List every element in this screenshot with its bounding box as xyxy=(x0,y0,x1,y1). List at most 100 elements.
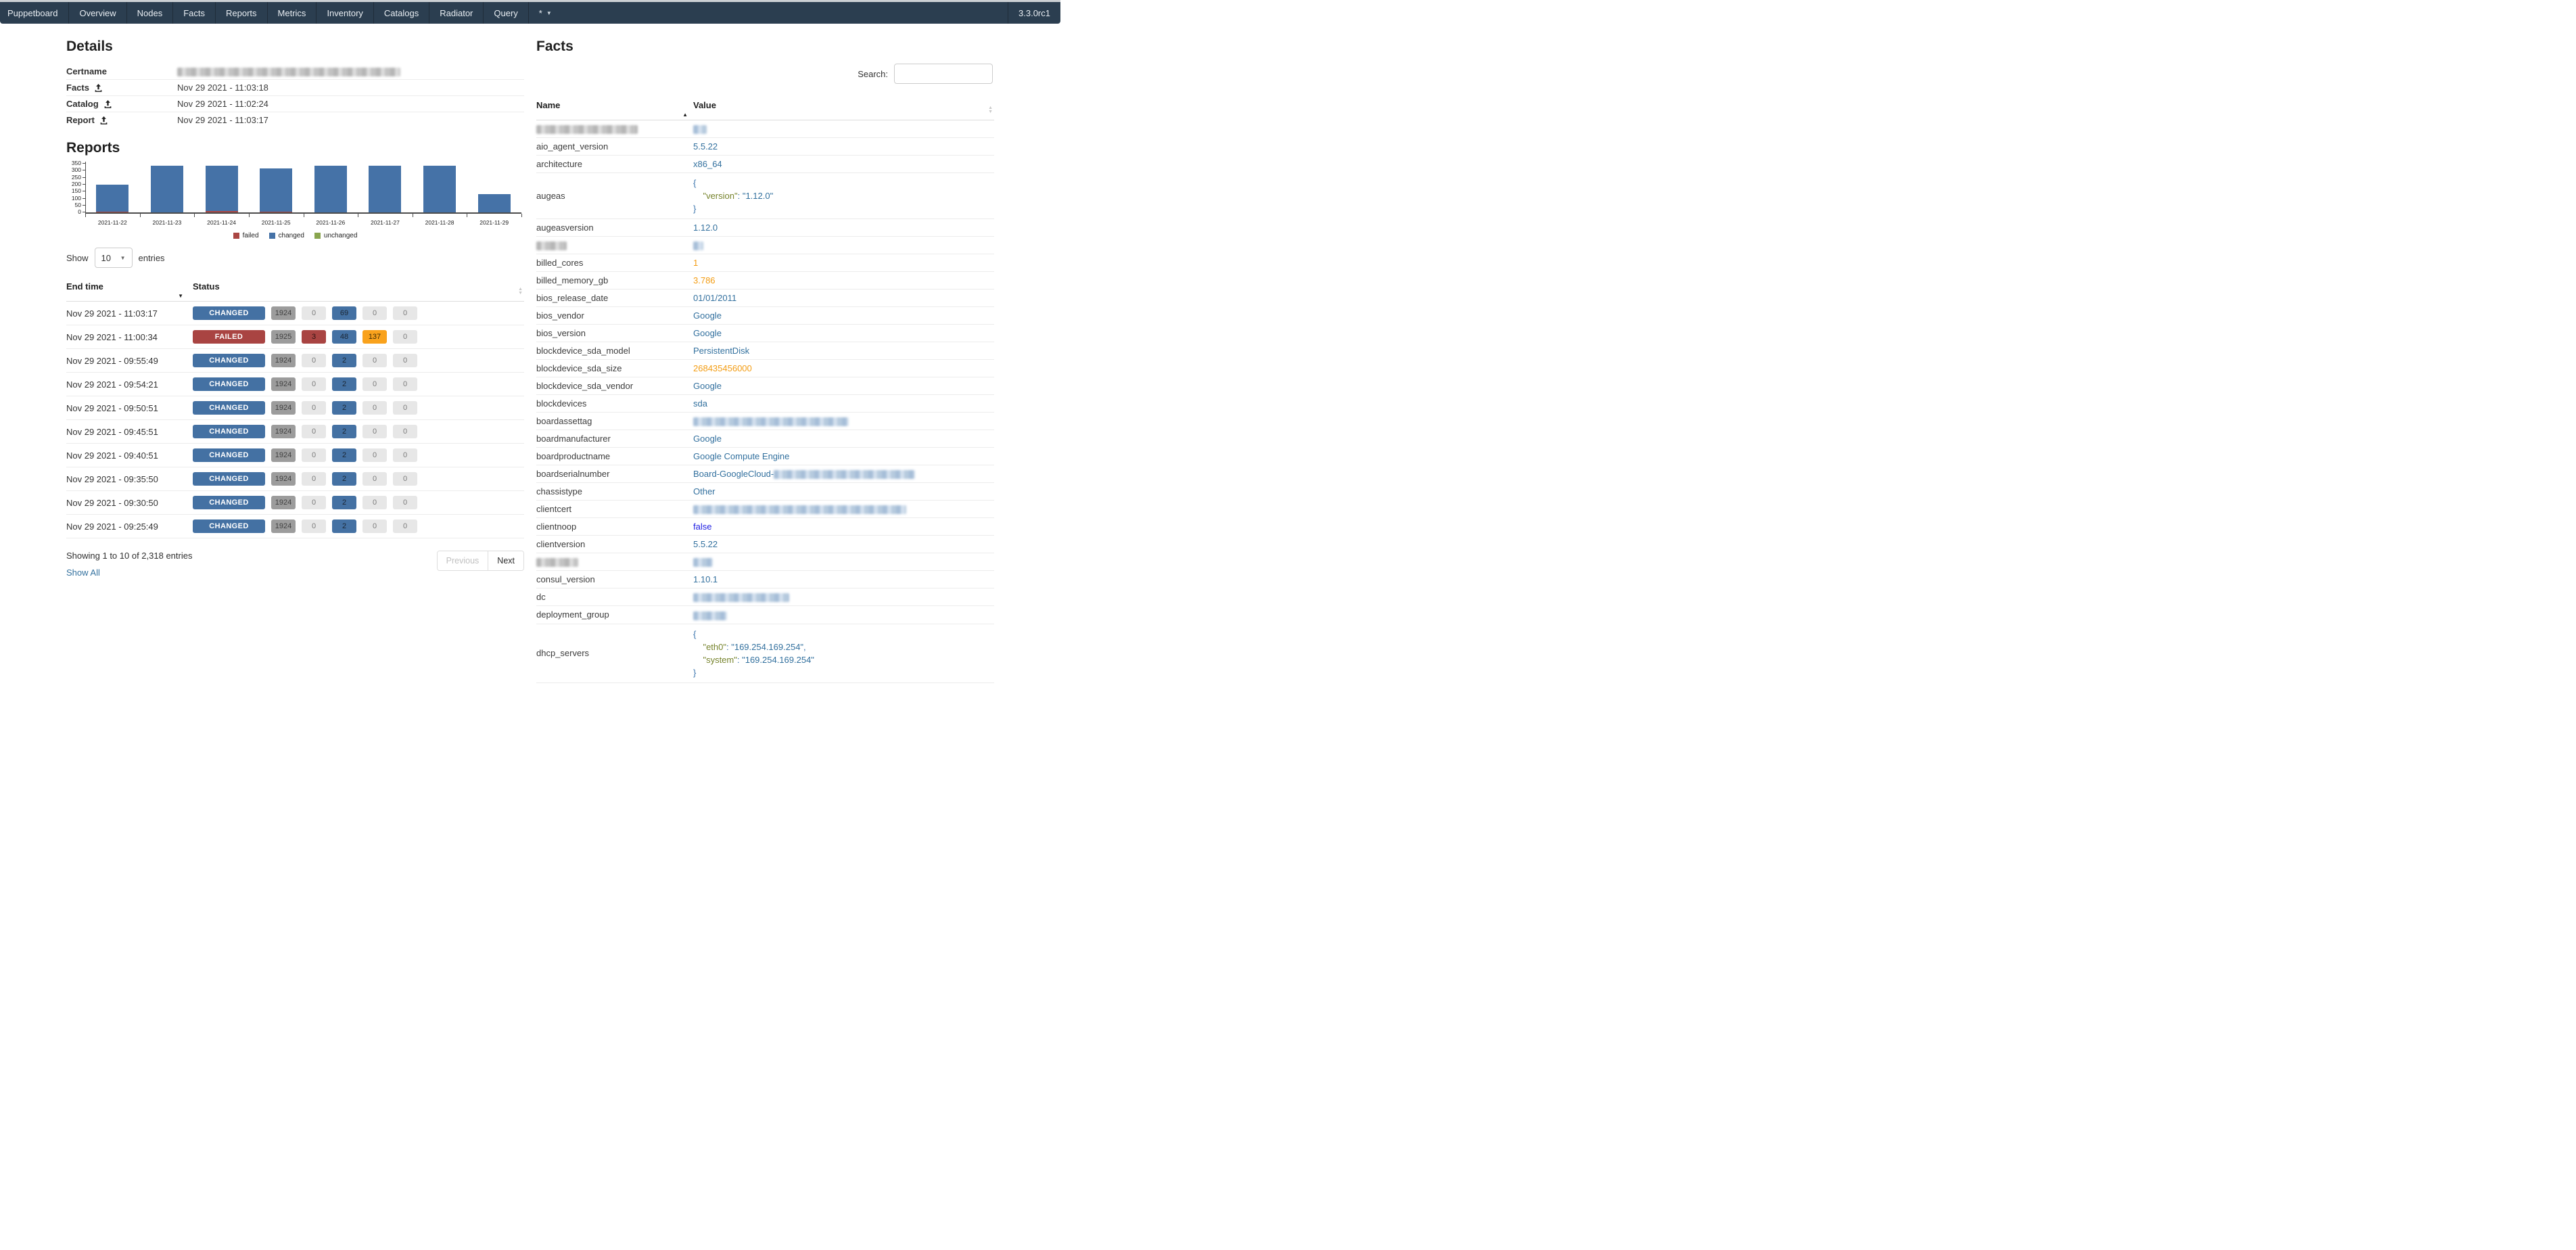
nav-item-inventory[interactable]: Inventory xyxy=(316,2,373,24)
certname-redacted xyxy=(177,68,400,77)
fact-value-redacted[interactable] xyxy=(693,611,727,620)
chart-bar-segment-changed xyxy=(205,165,238,211)
fact-row: blockdevice_sda_model PersistentDisk xyxy=(536,342,994,361)
fact-name: clientcert xyxy=(536,500,693,519)
details-table: Certname Facts Nov 29 2021 - 11:03:18 Catal… xyxy=(66,64,524,128)
upload-icon[interactable] xyxy=(103,99,112,108)
chart-y-tick xyxy=(83,177,85,178)
chart-x-tick-label: 2021-11-29 xyxy=(479,219,509,227)
fact-value-redacted[interactable] xyxy=(693,417,849,427)
show-all-link[interactable]: Show All xyxy=(66,568,100,578)
fact-value: Board-GoogleCloud- xyxy=(693,465,994,484)
facts-table-header-value[interactable]: Value ▲ ▼ xyxy=(693,96,994,120)
fact-value-link[interactable]: Google xyxy=(693,381,722,392)
report-status-cell: CHANGED 1924 0 69 0 0 xyxy=(193,301,524,326)
page-size-value: 10 xyxy=(101,252,111,263)
navbar-brand[interactable]: Puppetboard xyxy=(7,7,58,18)
fact-value-link[interactable]: 1.10.1 xyxy=(693,574,718,585)
count-pill-zero: 0 xyxy=(362,401,387,415)
fact-value-link[interactable]: 3.786 xyxy=(693,275,716,286)
fact-value-link[interactable]: 5.5.22 xyxy=(693,539,718,550)
fact-value-link[interactable]: false xyxy=(693,522,712,532)
chart-y-tick-label: 300 xyxy=(71,166,81,174)
report-status-cell: CHANGED 1924 0 2 0 0 xyxy=(193,443,524,468)
previous-page-button[interactable]: Previous xyxy=(437,551,488,571)
fact-name: bios_vendor xyxy=(536,306,693,325)
fact-name xyxy=(536,236,693,255)
fact-value-redacted[interactable] xyxy=(693,505,906,515)
fact-value-link[interactable]: x86_64 xyxy=(693,159,722,170)
fact-value: sda xyxy=(693,394,994,413)
navbar-dropdown[interactable]: * ▼ xyxy=(528,2,562,24)
fact-value-link[interactable]: Google xyxy=(693,434,722,444)
details-row: Report Nov 29 2021 - 11:03:17 xyxy=(66,112,524,128)
fact-value: Google xyxy=(693,430,994,448)
facts-search: Search: xyxy=(536,64,993,84)
fact-row: augeasversion 1.12.0 xyxy=(536,218,994,237)
fact-value-link[interactable]: sda xyxy=(693,398,707,409)
nav-item-facts[interactable]: Facts xyxy=(172,2,215,24)
fact-name: dc xyxy=(536,588,693,607)
fact-name: boardassettag xyxy=(536,412,693,431)
chart-bar-slot xyxy=(85,165,140,213)
legend-label: failed xyxy=(242,232,259,240)
details-row: Certname xyxy=(66,64,524,80)
count-pill-total: 1924 xyxy=(271,472,296,486)
upload-icon[interactable] xyxy=(99,116,108,124)
nav-item-nodes[interactable]: Nodes xyxy=(126,2,173,24)
next-page-button[interactable]: Next xyxy=(488,551,523,571)
fact-value-link[interactable]: Board-GoogleCloud- xyxy=(693,469,774,480)
fact-value-link[interactable]: Google xyxy=(693,310,722,321)
fact-value-redacted[interactable] xyxy=(693,558,713,568)
fact-value-link[interactable]: Other xyxy=(693,486,716,497)
fact-row: dc xyxy=(536,588,994,607)
page-size-select[interactable]: 10 ▼ xyxy=(94,248,133,269)
fact-value-link[interactable]: 1.12.0 xyxy=(693,223,718,233)
fact-value-redacted[interactable] xyxy=(693,593,789,603)
nav-item-radiator[interactable]: Radiator xyxy=(429,2,483,24)
nav-item-metrics[interactable]: Metrics xyxy=(266,2,317,24)
fact-value-redacted[interactable] xyxy=(693,241,703,251)
fact-value xyxy=(693,120,994,139)
legend-item-failed: failed xyxy=(233,232,259,239)
fact-value-redacted[interactable] xyxy=(774,470,916,480)
chart-y-tick xyxy=(83,163,85,164)
facts-table-header-name[interactable]: Name ▲ xyxy=(536,96,693,120)
details-value xyxy=(177,66,400,77)
nav-item-catalogs[interactable]: Catalogs xyxy=(373,2,429,24)
fact-name: blockdevice_sda_size xyxy=(536,359,693,378)
chart-x-tick-label: 2021-11-24 xyxy=(207,219,236,227)
nav-item-query[interactable]: Query xyxy=(483,2,528,24)
reports-table-header-status[interactable]: Status ▲ ▼ xyxy=(193,277,524,302)
details-value: Nov 29 2021 - 11:03:17 xyxy=(177,115,268,126)
upload-icon[interactable] xyxy=(94,83,103,92)
report-row: Nov 29 2021 - 09:55:49 CHANGED 1924 0 2 0 0 xyxy=(66,348,524,373)
chart-bar xyxy=(150,165,183,213)
fact-name: boardserialnumber xyxy=(536,465,693,484)
fact-name: blockdevices xyxy=(536,394,693,413)
fact-value-link[interactable]: Google xyxy=(693,328,722,339)
fact-value-json: { "eth0": "169.254.169.254", "system": "… xyxy=(693,628,814,678)
chart-bar-segment-changed xyxy=(96,185,129,212)
fact-value-link[interactable]: Google Compute Engine xyxy=(693,451,790,462)
fact-value: Google Compute Engine xyxy=(693,447,994,466)
fact-value-redacted[interactable] xyxy=(693,125,707,135)
fact-value-link[interactable]: 5.5.22 xyxy=(693,141,718,152)
fact-name: blockdevice_sda_vendor xyxy=(536,377,693,396)
fact-row: architecture x86_64 xyxy=(536,155,994,174)
chart-bar-segment-changed xyxy=(477,194,511,213)
reports-table-header-endtime[interactable]: End time ▼ xyxy=(66,277,193,302)
sort-asc-icon: ▲ xyxy=(682,112,688,118)
fact-value-link[interactable]: 1 xyxy=(693,258,699,269)
fact-value-link[interactable]: PersistentDisk xyxy=(693,346,750,356)
nav-item-reports[interactable]: Reports xyxy=(215,2,267,24)
search-input[interactable] xyxy=(894,64,993,84)
fact-row: clientnoop false xyxy=(536,517,994,536)
count-pill-zero: 0 xyxy=(393,354,417,368)
entries-label: entries xyxy=(138,252,165,263)
fact-value-link[interactable]: 268435456000 xyxy=(693,363,752,374)
count-pill-zero: 0 xyxy=(362,377,387,392)
fact-value-link[interactable]: 01/01/2011 xyxy=(693,293,737,304)
nav-item-overview[interactable]: Overview xyxy=(68,2,126,24)
fact-row: clientversion 5.5.22 xyxy=(536,535,994,554)
